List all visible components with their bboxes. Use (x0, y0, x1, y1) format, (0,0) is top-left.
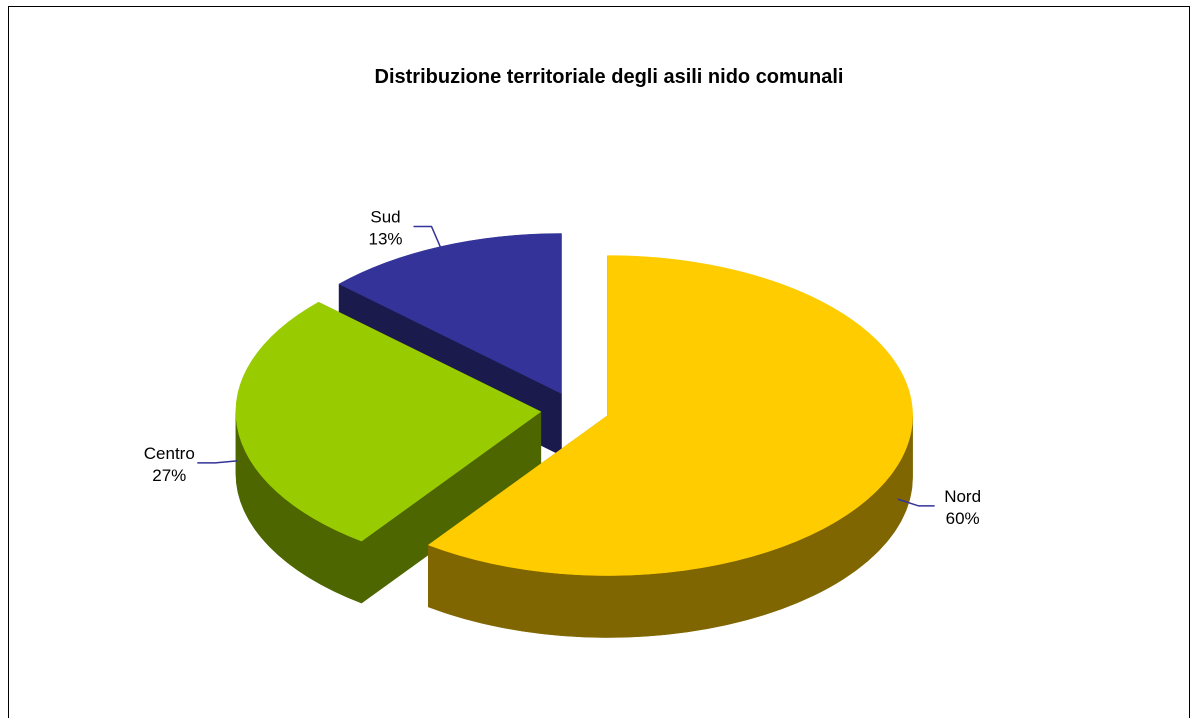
data-label-value-nord: 60% (946, 509, 980, 528)
data-label-value-sud: 13% (368, 229, 402, 248)
data-label-name-sud: Sud (370, 207, 400, 226)
data-label-value-centro: 27% (152, 466, 186, 485)
data-label-name-centro: Centro (144, 444, 195, 463)
leader-lines (197, 225, 935, 507)
chart-title: Distribuzione territoriale degli asili n… (375, 66, 844, 88)
pie-slice-nord (427, 255, 913, 638)
pie-slice-top (235, 301, 542, 542)
pie-slice-top (427, 255, 913, 576)
data-labels: Nord 60% Centro 27% Sud 13% (144, 207, 981, 527)
leader-line-nord (897, 498, 935, 507)
leader-line-centro (197, 460, 238, 464)
pie-slice-centro (235, 301, 542, 604)
leader-line-sud (413, 225, 441, 247)
data-label-name-nord: Nord (944, 487, 981, 506)
pie-slices (235, 233, 913, 638)
